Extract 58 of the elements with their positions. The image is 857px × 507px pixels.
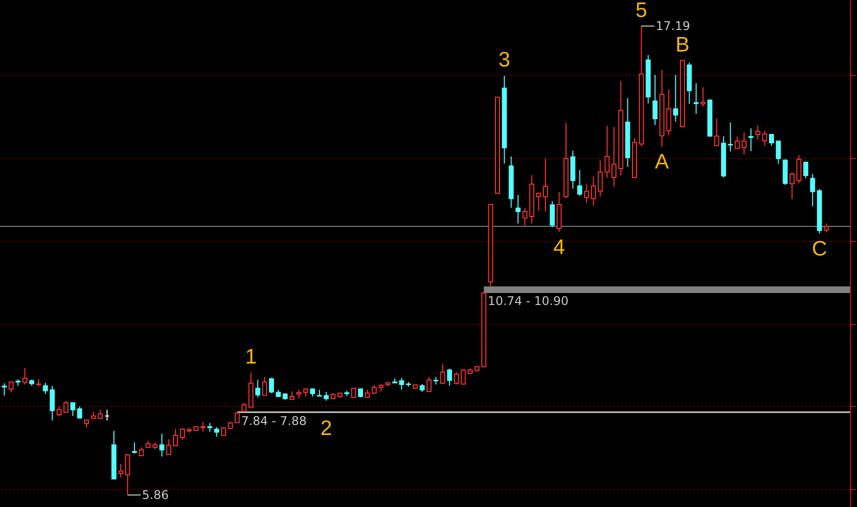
candlestick (358, 388, 364, 398)
candlestick (132, 442, 137, 454)
candlestick (570, 150, 576, 190)
candlestick (56, 406, 62, 417)
candlestick (262, 376, 268, 396)
candlestick (447, 368, 452, 386)
candlestick (440, 363, 446, 385)
candlestick (776, 140, 781, 164)
candlestick (803, 162, 808, 179)
candlestick (782, 158, 788, 186)
candlestick (63, 400, 68, 413)
candlestick (268, 377, 274, 394)
candlestick (796, 154, 802, 184)
text: 5.86 (142, 488, 169, 502)
candlestick (769, 134, 774, 146)
annotation: B (675, 33, 690, 56)
candlestick (516, 194, 521, 224)
candlestick (714, 118, 720, 146)
annotation: C (812, 237, 828, 260)
candlestick (700, 86, 706, 108)
annotation: 5 (636, 0, 648, 22)
candlestick (550, 200, 555, 228)
candlestick (50, 385, 55, 421)
candlestick (8, 382, 14, 393)
candlestick (666, 88, 672, 136)
candlestick (810, 173, 816, 207)
candlestick (577, 170, 582, 196)
band-label: 7.84 - 7.88 (241, 414, 307, 428)
candlestick (255, 379, 260, 398)
candlestick (748, 128, 754, 152)
candlestick (790, 172, 795, 200)
candlestick (2, 382, 7, 396)
candlestick (426, 376, 432, 392)
annotation: 4 (553, 236, 566, 259)
band-label: 10.74 - 10.90 (488, 294, 568, 308)
text: 17.19 (656, 19, 690, 34)
annotation: 3 (498, 48, 510, 72)
candlestick (159, 433, 164, 458)
candlestick (673, 74, 678, 122)
annotation: 1 (245, 345, 257, 368)
candlestick (652, 74, 658, 126)
candlestick (611, 126, 616, 188)
candlestick (454, 372, 459, 385)
candlestick (214, 426, 220, 438)
annotation: 2 (320, 417, 332, 440)
candlestick (542, 158, 548, 212)
candlestick (42, 382, 48, 395)
candlestick (22, 367, 28, 385)
candlestick (351, 388, 356, 398)
annotation: A (654, 150, 669, 174)
candlestick (590, 176, 596, 206)
candlestick (694, 82, 699, 114)
candlestick (173, 428, 178, 446)
candlestick (584, 184, 590, 204)
candlestick (728, 122, 733, 152)
candlestick (200, 421, 206, 432)
candlestick (522, 208, 528, 226)
candlestick (166, 438, 172, 455)
